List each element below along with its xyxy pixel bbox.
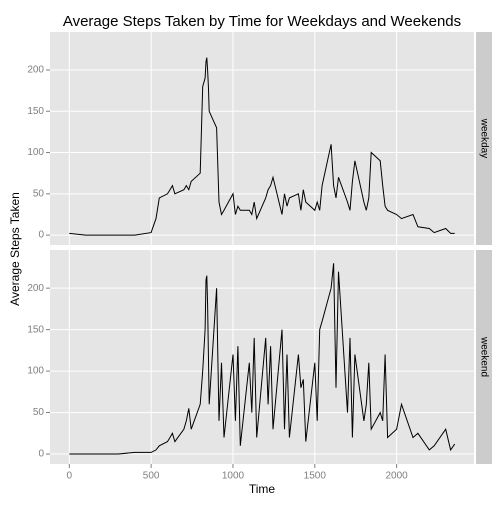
y-tick-label: 50: [33, 407, 45, 418]
facet-label: weekday: [478, 118, 489, 158]
y-tick-label: 150: [27, 324, 44, 335]
y-tick-label: 0: [38, 230, 44, 241]
y-tick-label: 200: [27, 283, 44, 294]
x-axis-label: Time: [249, 482, 276, 496]
panel-background: [50, 32, 474, 245]
line: [69, 263, 456, 455]
x-tick-label: 2000: [385, 471, 408, 482]
facet-label: weekend: [478, 336, 489, 377]
x-tick-label: 1000: [222, 471, 245, 482]
x-tick-label: 0: [67, 471, 73, 482]
x-tick-label: 500: [143, 471, 160, 482]
y-tick-label: 100: [27, 147, 44, 158]
y-tick-label: 0: [38, 449, 44, 460]
line: [69, 57, 455, 236]
y-axis-label: Average Steps Taken: [8, 192, 22, 306]
x-tick-label: 1500: [304, 471, 327, 482]
facet-strip: [476, 250, 492, 464]
y-tick-label: 100: [27, 366, 44, 377]
facet-strip: [476, 32, 492, 245]
panel-background: [50, 250, 474, 464]
y-tick-label: 50: [33, 188, 45, 199]
chart-title: Average Steps Taken by Time for Weekdays…: [63, 13, 461, 30]
y-tick-label: 200: [27, 65, 44, 76]
y-tick-label: 150: [27, 106, 44, 117]
